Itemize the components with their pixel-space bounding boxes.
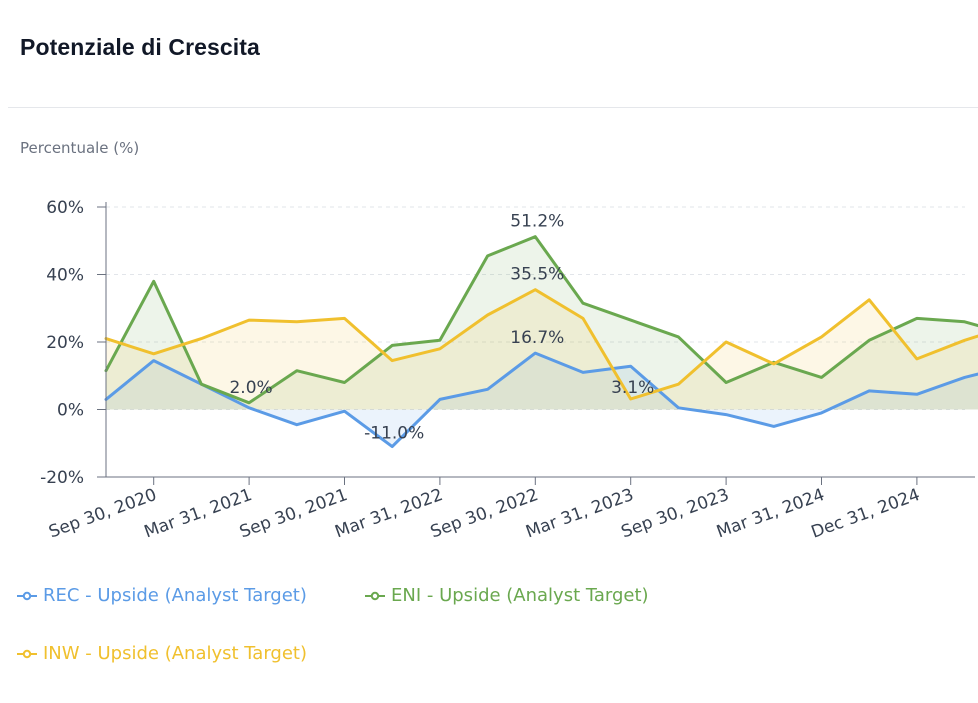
data-point[interactable] <box>675 381 681 387</box>
data-point[interactable] <box>246 317 252 323</box>
y-tick-label: 0% <box>57 401 84 421</box>
data-point[interactable] <box>914 315 920 321</box>
data-point[interactable] <box>151 351 157 357</box>
data-label: -11.0% <box>364 424 424 444</box>
data-point[interactable] <box>962 319 968 325</box>
data-point[interactable] <box>914 356 920 362</box>
data-point[interactable] <box>675 405 681 411</box>
data-point[interactable] <box>294 422 300 428</box>
y-axis-title: Percentuale (%) <box>20 139 140 157</box>
x-tick-label: Mar 31, 2023 <box>523 485 636 543</box>
data-point[interactable] <box>723 412 729 418</box>
data-point[interactable] <box>675 334 681 340</box>
data-label: 2.0% <box>229 378 272 398</box>
legend-marker-icon <box>17 649 37 658</box>
data-label: 16.7% <box>510 328 564 348</box>
data-label: 3.1% <box>611 378 654 398</box>
data-point[interactable] <box>389 342 395 348</box>
data-point[interactable] <box>437 346 443 352</box>
data-point[interactable] <box>723 339 729 345</box>
data-point[interactable] <box>866 388 872 394</box>
data-point[interactable] <box>246 400 252 406</box>
data-point[interactable] <box>342 380 348 386</box>
legend-item[interactable]: ENI - Upside (Analyst Target) <box>364 585 649 606</box>
data-point[interactable] <box>294 319 300 325</box>
data-point[interactable] <box>580 315 586 321</box>
data-point[interactable] <box>580 300 586 306</box>
legend-label: ENI - Upside (Analyst Target) <box>391 585 649 606</box>
x-tick-label: Sep 30, 2022 <box>428 485 541 542</box>
data-point[interactable] <box>389 358 395 364</box>
x-tick-label: Sep 30, 2020 <box>46 485 159 542</box>
data-point[interactable] <box>723 380 729 386</box>
x-tick-label: Mar 31, 2022 <box>332 485 445 543</box>
data-point[interactable] <box>962 374 968 380</box>
data-point[interactable] <box>532 287 538 293</box>
legend-item[interactable]: REC - Upside (Analyst Target) <box>16 585 307 606</box>
data-point[interactable] <box>198 381 204 387</box>
series-line-1[interactable] <box>104 235 978 405</box>
data-point[interactable] <box>866 337 872 343</box>
data-point[interactable] <box>342 315 348 321</box>
data-point[interactable] <box>771 361 777 367</box>
x-tick-label: Sep 30, 2021 <box>237 485 350 542</box>
data-point[interactable] <box>819 334 825 340</box>
y-tick-label: 40% <box>46 266 84 286</box>
legend-label: REC - Upside (Analyst Target) <box>43 585 307 606</box>
data-point[interactable] <box>580 369 586 375</box>
x-tick-label: Mar 31, 2021 <box>142 485 255 543</box>
data-point[interactable] <box>628 317 634 323</box>
data-point[interactable] <box>389 444 395 450</box>
data-point[interactable] <box>819 410 825 416</box>
data-point[interactable] <box>866 297 872 303</box>
data-point[interactable] <box>485 386 491 392</box>
data-point[interactable] <box>437 396 443 402</box>
series-area-1 <box>106 236 978 410</box>
x-tick-label: Sep 30, 2023 <box>619 485 732 542</box>
series-line-0[interactable] <box>104 351 978 449</box>
data-point[interactable] <box>628 363 634 369</box>
data-label: 51.2% <box>510 212 564 232</box>
data-point[interactable] <box>151 358 157 364</box>
data-point[interactable] <box>485 312 491 318</box>
y-tick-label: 60% <box>46 198 84 218</box>
chart-title: Potenziale di Crescita <box>20 34 260 60</box>
data-point[interactable] <box>485 253 491 259</box>
data-point[interactable] <box>532 234 538 240</box>
series-area-2 <box>106 289 978 410</box>
data-point[interactable] <box>771 423 777 429</box>
data-point[interactable] <box>819 374 825 380</box>
data-label: 35.5% <box>510 265 564 285</box>
x-tick-label: Dec 31, 2024 <box>809 485 923 543</box>
y-tick-label: 20% <box>46 333 84 353</box>
series-line-2[interactable] <box>104 288 978 401</box>
series-area-0 <box>106 353 978 447</box>
data-point[interactable] <box>437 337 443 343</box>
data-point[interactable] <box>294 368 300 374</box>
data-point[interactable] <box>532 350 538 356</box>
data-point[interactable] <box>198 336 204 342</box>
x-tick-label: Mar 31, 2024 <box>714 485 827 543</box>
data-point[interactable] <box>342 408 348 414</box>
legend-label: INW - Upside (Analyst Target) <box>43 643 308 664</box>
legend-item[interactable]: INW - Upside (Analyst Target) <box>16 643 307 664</box>
y-tick-label: -20% <box>40 468 84 488</box>
legend-marker-icon <box>17 591 37 600</box>
data-point[interactable] <box>151 278 157 284</box>
data-point[interactable] <box>962 337 968 343</box>
header-divider <box>8 107 978 108</box>
legend-marker-icon <box>365 591 385 600</box>
data-point[interactable] <box>914 391 920 397</box>
